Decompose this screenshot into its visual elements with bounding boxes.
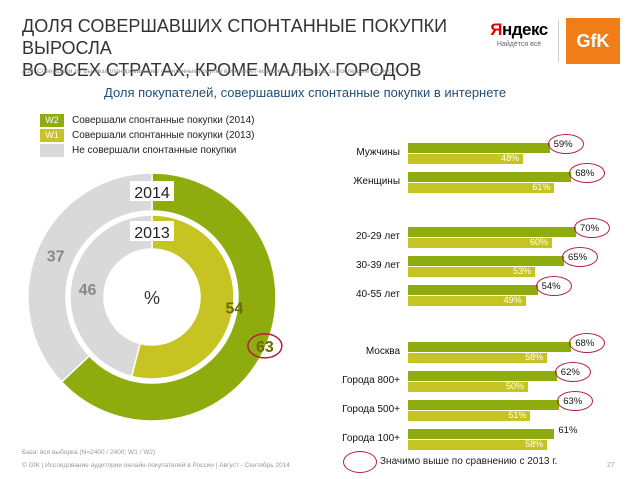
bar-value-2014: 61% (558, 425, 578, 436)
bar-2013 (408, 154, 524, 164)
bar-2013 (408, 238, 552, 248)
significance-circle (547, 134, 584, 154)
bar-value-2013: 50% (505, 381, 524, 391)
significance-circle (554, 362, 591, 382)
significance-circle (574, 218, 610, 238)
bar-2013 (408, 296, 526, 306)
bar-2013 (408, 440, 548, 450)
legend-label-none: Не совершали спонтанные покупки (72, 145, 237, 156)
page-title: ДОЛЯ СОВЕРШАВШИХ СПОНТАННЫЕ ПОКУПКИ ВЫРО… (22, 15, 482, 81)
bar-2013 (408, 411, 531, 421)
significance-legend-text: Значимо выше по сравнению с 2013 г. (380, 456, 558, 467)
bar-category-label: Города 100+ (342, 433, 400, 444)
title-line-1: ДОЛЯ СОВЕРШАВШИХ СПОНТАННЫЕ ПОКУПКИ ВЫРО… (22, 16, 448, 58)
bar-2014 (408, 371, 557, 381)
donut-slice-2014-1 (27, 172, 153, 383)
donut-ring-label-2013: 2013 (134, 225, 170, 242)
bar-value-2013: 60% (529, 237, 548, 247)
bar-value-2013: 53% (513, 266, 532, 276)
yandex-slogan: Найдётся всё (496, 41, 542, 48)
bar-category-label: Москва (365, 346, 400, 357)
page-number: 27 (607, 462, 615, 469)
bar-2014 (408, 256, 564, 266)
bar-2014 (408, 227, 576, 237)
significance-circle (569, 333, 606, 353)
bar-value-2013: 48% (501, 153, 520, 163)
donut-ring-label-bg-2014 (130, 181, 174, 201)
bar-value-2013: 58% (525, 352, 544, 362)
bar-category-label: 20-29 лет (356, 231, 400, 242)
significance-legend-circle (343, 451, 377, 473)
donut-slice-2013-1 (69, 214, 153, 378)
significance-circle (535, 276, 572, 296)
donut-center-label: % (144, 288, 160, 308)
bar-2014 (408, 143, 550, 153)
significance-circle (569, 163, 606, 183)
legend-swatch-w1: W1 (40, 129, 64, 142)
bar-category-label: 40-55 лет (356, 289, 400, 300)
bar-2014 (408, 172, 572, 182)
legend-swatch-none (40, 144, 64, 157)
bar-category-label: Города 500+ (342, 404, 400, 415)
significance-circle (562, 247, 598, 267)
bar-value-2013: 61% (532, 182, 551, 192)
donut-value-2013-0: 54 (225, 300, 243, 317)
donut-ring-label-bg-2013 (130, 221, 174, 241)
legend-label-w1: Совершали спонтанные покупки (2013) (72, 130, 255, 141)
significance-circle (557, 391, 594, 411)
gfk-logo: GfK (566, 18, 620, 64)
bar-2013 (408, 183, 555, 193)
bar-category-label: Города 800+ (342, 375, 400, 386)
bar-2013 (408, 353, 548, 363)
bar-category-label: Мужчины (356, 147, 400, 158)
bar-2014 (408, 429, 555, 439)
legend-swatch-w2: W2 (40, 114, 64, 127)
footer-text: © GfK | Исследование аудитории онлайн-по… (22, 462, 290, 469)
donut-value-2014-0: 63 (256, 339, 274, 356)
donut-value-2014-1: 37 (47, 248, 65, 265)
bar-2014 (408, 342, 572, 352)
bar-category-label: Женщины (353, 176, 400, 187)
logo-divider (558, 20, 559, 62)
bar-2013 (408, 382, 528, 392)
chart-subtitle: Доля покупателей, совершавших спонтанные… (104, 85, 507, 100)
donut-value-2013-1: 46 (79, 282, 97, 299)
bar-2013 (408, 267, 536, 277)
bar-category-label: 30-39 лет (356, 260, 400, 271)
bar-value-2013: 51% (508, 410, 527, 420)
bar-value-2013: 58% (525, 439, 544, 449)
donut-slice-2013-0 (130, 214, 235, 380)
donut-significance-circle-2014 (247, 333, 283, 359)
bar-2014 (408, 285, 538, 295)
legend-label-w2: Совершали спонтанные покупки (2014) (72, 115, 255, 126)
donut-ring-label-2014: 2014 (134, 185, 170, 202)
base-note: База: вся выборка (N=2400 / 2400; W1 / W… (22, 449, 156, 456)
bar-value-2013: 49% (503, 295, 522, 305)
title-line-2: ВО ВСЕХ СТРАТАХ, КРОМЕ МАЛЫХ ГОРОДОВ (22, 60, 422, 80)
bar-2014 (408, 400, 560, 410)
donut-slice-2014-0 (60, 172, 277, 422)
question-text: А14. Совершали ли Вы незапланированные /… (22, 68, 397, 75)
yandex-logo: Яндекс Найдётся всё (488, 20, 550, 60)
yandex-wordmark: Яндекс (490, 20, 548, 39)
